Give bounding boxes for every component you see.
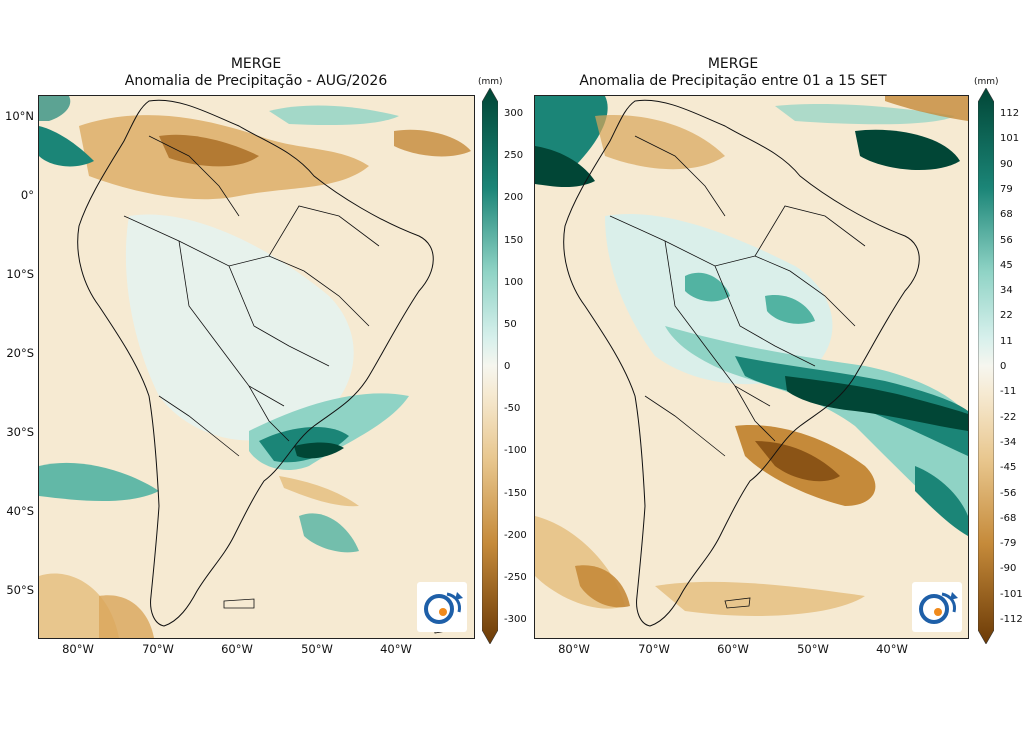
lon-label: 60°W — [221, 642, 253, 656]
lat-label: 40°S — [6, 504, 34, 518]
map-panel-august: MERGE Anomalia de Precipitação - AUG/202… — [5, 56, 527, 656]
map-canvas — [39, 96, 474, 638]
lon-label: 50°W — [797, 642, 829, 656]
precipitation-anomaly-map — [534, 95, 969, 639]
colorbar-tick-label: 250 — [504, 150, 524, 162]
colorbar-tick-label: 0 — [1000, 361, 1007, 372]
colorbar — [482, 88, 498, 644]
panel-title: MERGE — [707, 56, 759, 72]
lon-label: 70°W — [142, 642, 174, 656]
colorbar-tick-label: -90 — [1000, 563, 1017, 575]
colorbar-tick-label: 56 — [1000, 234, 1013, 246]
colorbar-tick-label: 101 — [1000, 133, 1020, 145]
lat-label: 0° — [20, 188, 34, 202]
colorbar-tick-label: -34 — [1000, 436, 1017, 448]
panel-title: MERGE — [230, 56, 282, 72]
inpe-logo-icon — [424, 592, 463, 624]
lat-label: 10°S — [6, 267, 34, 281]
map-canvas — [535, 96, 968, 638]
colorbar-tick-label: -250 — [504, 571, 527, 583]
lon-label: 80°W — [558, 642, 590, 656]
colorbar-tick-label: 90 — [1000, 158, 1013, 170]
colorbar-tick-label: 68 — [1000, 209, 1013, 221]
colorbar-tick-label: -11 — [1000, 386, 1017, 398]
colorbar-tick-label: 100 — [504, 276, 524, 288]
colorbar-tick-label: -101 — [1000, 588, 1023, 600]
colorbar-tick-label: -112 — [1000, 614, 1023, 625]
colorbar-tick-label: 150 — [504, 234, 524, 246]
lon-label: 70°W — [638, 642, 670, 656]
colorbar-tick-label: -22 — [1000, 411, 1017, 423]
colorbar-tick-label: 11 — [1000, 335, 1013, 347]
colorbar-tick-label: 112 — [1000, 108, 1020, 119]
colorbar-tick-label: -79 — [1000, 538, 1017, 550]
colorbar-tick-label: 45 — [1000, 259, 1013, 271]
colorbar-tick-label: 22 — [1000, 310, 1013, 322]
colorbar-tick-label: 34 — [1000, 285, 1013, 297]
colorbar-tick-label: 50 — [504, 318, 517, 330]
lon-label: 40°W — [876, 642, 908, 656]
colorbar-tick-label: -56 — [1000, 487, 1017, 499]
colorbar-tick-label: -150 — [504, 487, 527, 499]
lon-label: 60°W — [717, 642, 749, 656]
lat-label: 10°N — [5, 109, 34, 123]
colorbar-unit: (mm) — [478, 77, 503, 87]
colorbar-tick-label: -50 — [504, 403, 521, 415]
inpe-logo-icon — [919, 592, 958, 624]
colorbar — [978, 88, 994, 644]
inpe-logo — [417, 582, 467, 632]
map-panel-september: MERGE Anomalia de Precipitação entre 01 … — [512, 0, 1024, 748]
lon-label: 40°W — [380, 642, 412, 656]
inpe-logo — [912, 582, 962, 632]
panel-subtitle: Anomalia de Precipitação entre 01 a 15 S… — [579, 73, 887, 89]
colorbar-tick-label: 0 — [504, 361, 511, 372]
colorbar-tick-label: 300 — [504, 108, 524, 119]
colorbar-tick-label: -45 — [1000, 462, 1017, 474]
lon-label: 80°W — [62, 642, 94, 656]
colorbar-tick-label: 79 — [1000, 183, 1013, 195]
colorbar-tick-label: -200 — [504, 529, 527, 541]
lat-label: 50°S — [6, 583, 34, 597]
precipitation-anomaly-map — [38, 95, 475, 639]
lat-label: 20°S — [6, 346, 34, 360]
colorbar-tick-label: -300 — [504, 614, 527, 625]
lat-label: 30°S — [6, 425, 34, 439]
colorbar-tick-label: -68 — [1000, 512, 1017, 524]
lon-label: 50°W — [301, 642, 333, 656]
colorbar-unit: (mm) — [974, 77, 999, 87]
panel-subtitle: Anomalia de Precipitação - AUG/2026 — [124, 73, 388, 89]
colorbar-tick-label: 200 — [504, 192, 524, 204]
colorbar-tick-label: -100 — [504, 445, 527, 457]
